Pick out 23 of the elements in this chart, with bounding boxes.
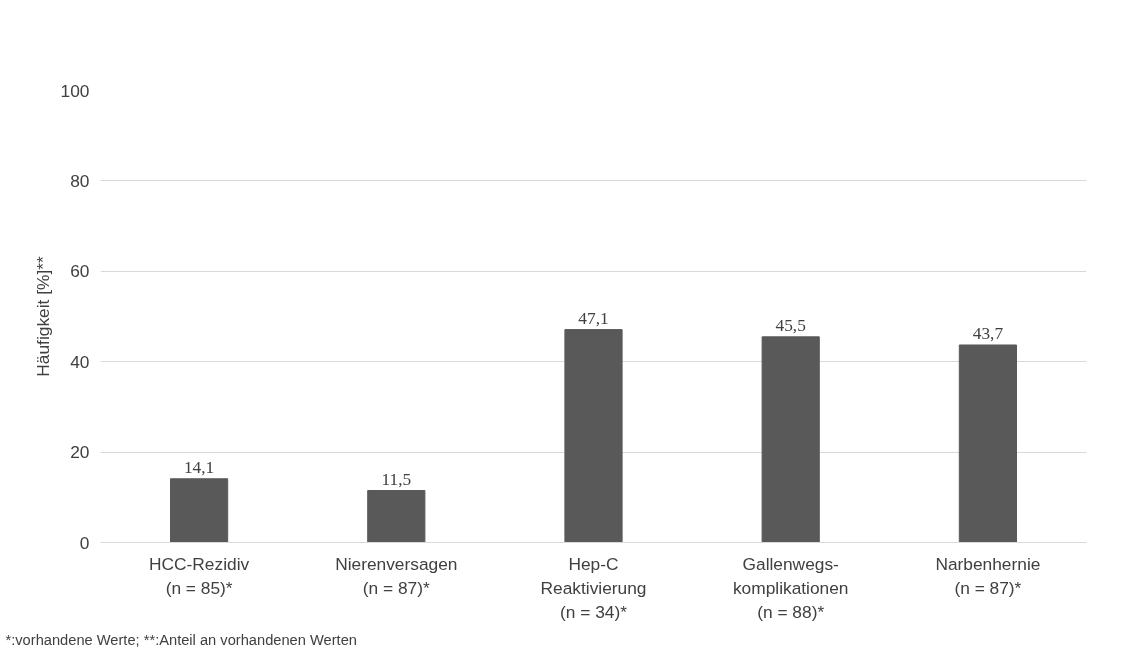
- data-label: 43,7: [972, 323, 1004, 343]
- data-label: 11,5: [381, 469, 412, 489]
- bar: [170, 478, 229, 543]
- bar: [761, 336, 820, 543]
- data-label: 14,1: [183, 457, 215, 477]
- x-tick-label: Hep-C Reaktivierung (n = 34)*: [540, 553, 647, 622]
- x-tick-label: Nierenversagen (n = 87)*: [335, 553, 458, 598]
- x-tick-label: HCC-Rezidiv (n = 85)*: [149, 553, 250, 598]
- bar: [367, 490, 426, 543]
- y-tick-label: 20: [70, 442, 90, 463]
- x-tick-label: Gallenwegs- komplikationen (n = 88)*: [732, 553, 849, 622]
- y-tick-label: 40: [70, 351, 90, 372]
- y-tick-label: 100: [60, 80, 90, 101]
- y-tick-label: 80: [70, 170, 90, 191]
- bar: [564, 329, 623, 543]
- data-label: 45,5: [775, 315, 806, 335]
- data-label: 47,1: [578, 308, 609, 328]
- text: *:vorhandene Werte; **:Anteil an vorhandenen Werten: [5, 631, 357, 648]
- bar: [958, 344, 1017, 543]
- y-tick-label: 0: [79, 532, 90, 553]
- y-axis-title: Häufigkeit [%]**: [32, 256, 53, 377]
- x-tick-label: Narbenhernie (n = 87)*: [935, 553, 1041, 598]
- y-tick-label: 60: [70, 261, 90, 282]
